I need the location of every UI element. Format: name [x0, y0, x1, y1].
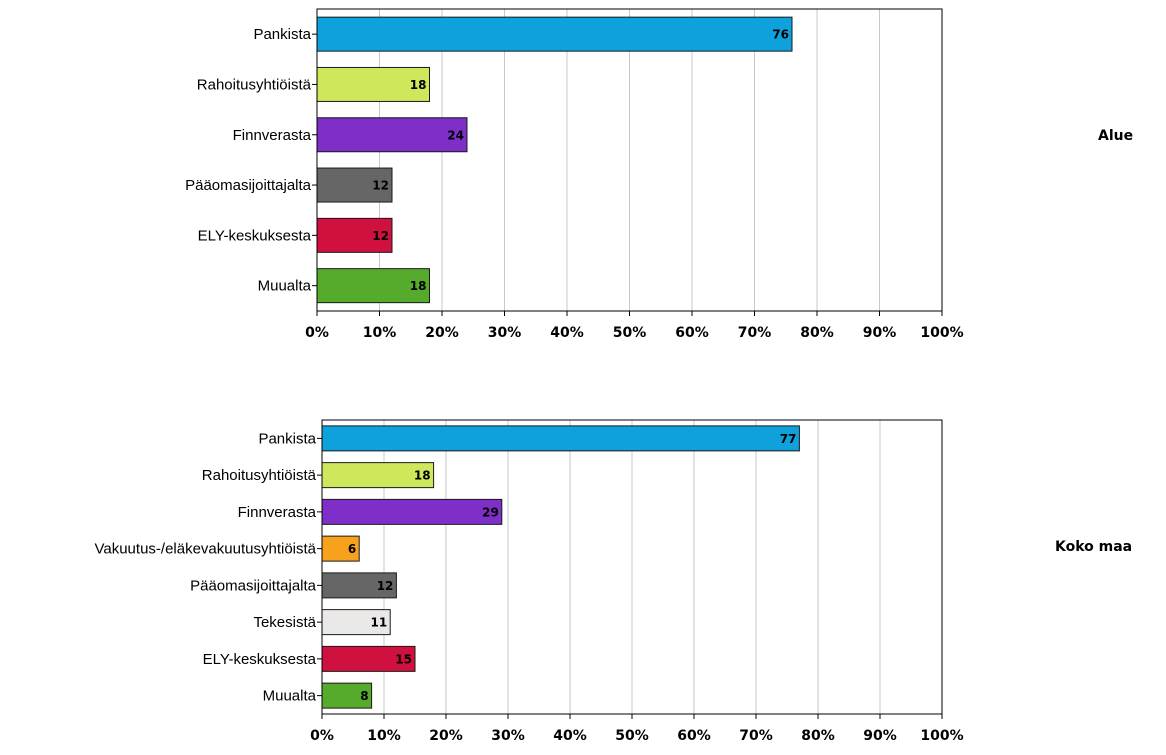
bar-6 — [316, 268, 430, 304]
x-tick-label: 70% — [738, 325, 772, 341]
category-label: Muualta — [258, 278, 312, 295]
bar-7 — [321, 645, 416, 672]
category-label: Pääomasijoittajalta — [185, 177, 312, 194]
x-tick-label: 30% — [488, 325, 522, 341]
category-label: Finnverasta — [238, 504, 317, 521]
category-label: Pankista — [253, 26, 311, 43]
x-tick-label: 10% — [367, 728, 401, 744]
data-label: 15 — [395, 652, 412, 666]
data-label: 11 — [370, 616, 387, 630]
x-tick-label: 60% — [677, 728, 711, 744]
x-tick-label: 50% — [613, 325, 647, 341]
category-label: Rahoitusyhtiöistä — [202, 467, 317, 484]
category-label: Finnverasta — [233, 127, 312, 144]
category-label: Vakuutus-/eläkevakuutusyhtiöistä — [94, 541, 316, 558]
data-label: 8 — [360, 689, 368, 703]
bar-5 — [316, 217, 393, 253]
bar-3 — [316, 117, 468, 153]
x-tick-label: 30% — [491, 728, 525, 744]
chart-panel-2: Pankista 77 Rahoitusyhtiöistä 18 Finnverasta… — [94, 419, 1132, 744]
data-label: 18 — [414, 469, 431, 483]
bar-3 — [321, 498, 503, 525]
category-label: Pääomasijoittajalta — [190, 577, 317, 594]
chart-panel-1: Pankista 76 Rahoitusyhtiöistä 18 Finnverasta… — [185, 8, 1133, 341]
bar-6 — [321, 609, 391, 636]
x-tick-label: 40% — [550, 325, 584, 341]
panel-title: Alue — [1098, 128, 1133, 144]
category-label: ELY-keskuksesta — [203, 651, 317, 668]
data-label: 18 — [410, 78, 427, 92]
category-label: ELY-keskuksesta — [198, 227, 312, 244]
x-tick-label: 40% — [553, 728, 587, 744]
data-label: 18 — [410, 279, 427, 293]
data-label: 12 — [372, 229, 389, 243]
x-tick-label: 20% — [425, 325, 459, 341]
x-tick-label: 90% — [863, 728, 897, 744]
x-tick-label: 70% — [739, 728, 773, 744]
bar-5 — [321, 572, 397, 599]
x-tick-label: 100% — [920, 728, 963, 744]
category-label: Muualta — [263, 688, 317, 705]
panel-title: Koko maa — [1055, 539, 1132, 555]
category-label: Rahoitusyhtiöistä — [197, 76, 312, 93]
category-label: Tekesistä — [253, 614, 316, 631]
x-tick-label: 10% — [363, 325, 397, 341]
x-tick-label: 80% — [800, 325, 834, 341]
data-label: 24 — [447, 128, 464, 142]
data-label: 77 — [780, 432, 797, 446]
x-tick-label: 0% — [310, 728, 334, 744]
x-tick-label: 0% — [305, 325, 329, 341]
category-label: Pankista — [258, 430, 316, 447]
x-tick-label: 60% — [675, 325, 709, 341]
bar-2 — [321, 462, 435, 489]
x-tick-label: 90% — [863, 325, 897, 341]
data-label: 12 — [377, 579, 394, 593]
bar-1 — [321, 425, 800, 452]
data-label: 76 — [772, 28, 789, 42]
bar-2 — [316, 66, 430, 102]
x-tick-label: 100% — [920, 325, 963, 341]
x-tick-label: 80% — [801, 728, 835, 744]
bar-4 — [316, 167, 393, 203]
data-label: 29 — [482, 505, 499, 519]
data-label: 12 — [372, 179, 389, 193]
bar-8 — [321, 682, 373, 709]
x-tick-label: 20% — [429, 728, 463, 744]
data-label: 6 — [348, 542, 356, 556]
x-tick-label: 50% — [615, 728, 649, 744]
bar-1 — [316, 16, 793, 52]
